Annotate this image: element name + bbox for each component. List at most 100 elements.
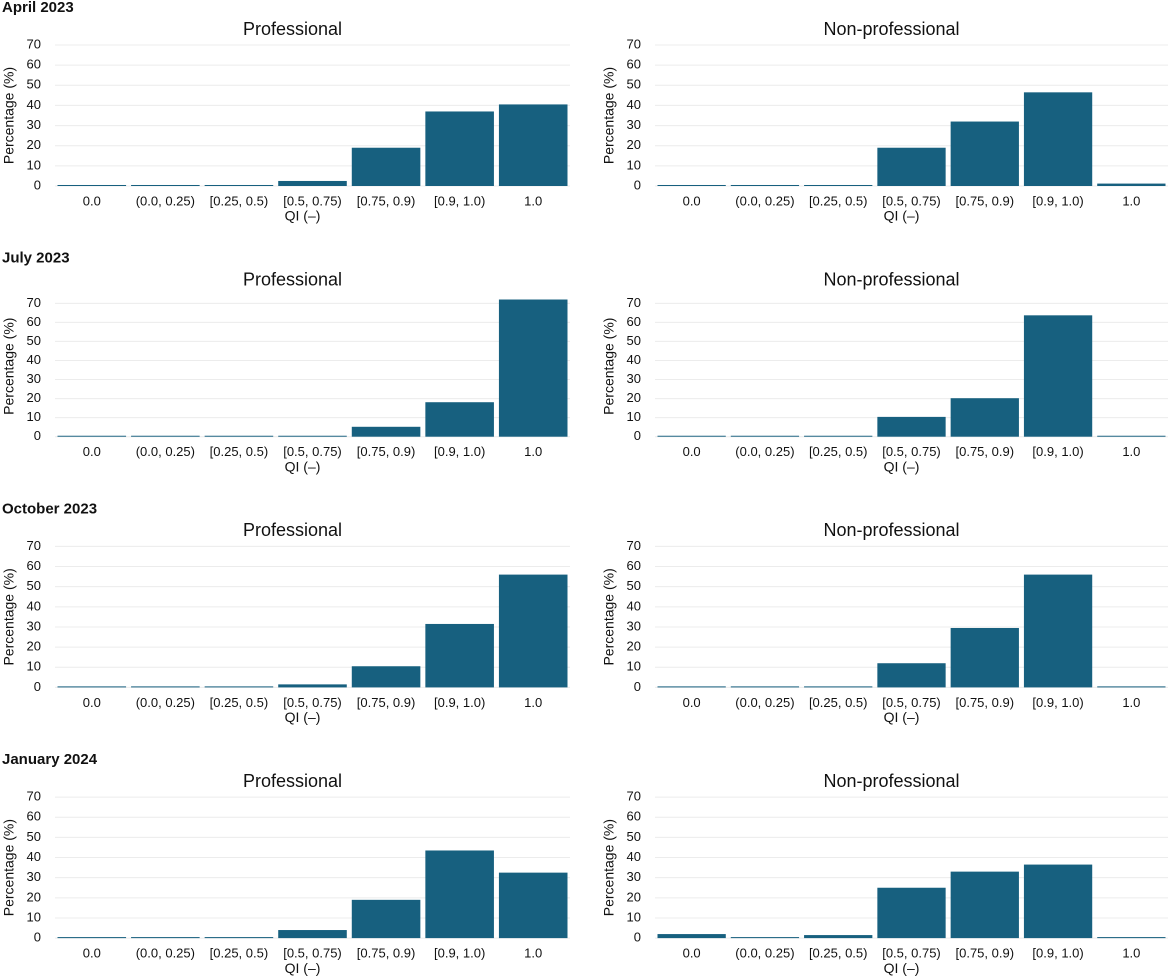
bar [1097,183,1166,186]
bar [278,930,347,939]
x-axis-label: QI (–) [285,960,321,976]
x-tick-label: 1.0 [1122,193,1140,208]
y-tick-label: 0 [634,177,641,192]
x-tick-label: (0.0, 0.25) [136,695,195,710]
chart-title: Non-professional [823,269,959,289]
x-tick-label: [0.75, 0.9) [956,695,1015,710]
bar [57,435,127,437]
bar [498,872,568,939]
x-tick-label: [0.25, 0.5) [210,193,269,208]
x-tick-label: [0.5, 0.75) [283,444,342,459]
bar [425,623,494,688]
bar [57,184,127,186]
y-tick-label: 60 [627,314,641,329]
x-tick-label: (0.0, 0.25) [136,946,195,961]
y-tick-label: 60 [27,809,41,824]
y-tick-label: 70 [27,295,41,310]
y-tick-label: 10 [627,157,641,172]
bar [498,574,568,688]
x-axis-label: QI (–) [285,709,321,725]
x-tick-label: 0.0 [83,946,101,961]
bar [204,435,274,437]
x-tick-label: [0.25, 0.5) [809,946,868,961]
chart-title: Professional [243,19,342,39]
bar [877,147,946,186]
bar [351,666,421,688]
y-axis-label: Percentage (%) [1,819,17,916]
row-title: October 2023 [2,500,97,517]
x-tick-label: [0.9, 1.0) [1032,695,1083,710]
y-tick-label: 60 [27,558,41,573]
x-tick-label: [0.9, 1.0) [1032,946,1083,961]
bar [804,935,873,939]
x-tick-label: 1.0 [1122,695,1140,710]
bar [804,184,873,186]
bar [425,402,494,437]
x-tick-label: [0.5, 0.75) [882,946,941,961]
x-tick-label: 1.0 [524,695,542,710]
y-tick-label: 40 [27,849,41,864]
y-axis-label: Percentage (%) [1,318,17,415]
chart-title: Non-professional [823,771,959,791]
chart-title: Professional [243,269,342,289]
x-tick-label: (0.0, 0.25) [136,444,195,459]
y-tick-label: 50 [27,77,41,92]
bar [204,184,274,186]
bar [1023,315,1093,437]
x-tick-label: [0.5, 0.75) [283,695,342,710]
bar [657,184,726,186]
y-tick-label: 10 [27,659,41,674]
x-tick-label: [0.9, 1.0) [1032,444,1083,459]
bar [877,663,946,688]
y-tick-label: 20 [27,390,41,405]
x-tick-label: 1.0 [524,193,542,208]
x-tick-label: 1.0 [524,444,542,459]
bar [351,899,421,939]
x-tick-label: [0.75, 0.9) [357,193,416,208]
y-tick-label: 0 [634,679,641,694]
bar [131,937,200,939]
y-tick-label: 50 [627,333,641,348]
y-tick-label: 40 [27,598,41,613]
bar [877,887,946,939]
bar [425,850,494,939]
bar [730,435,800,437]
x-tick-label: [0.9, 1.0) [434,444,485,459]
y-tick-label: 40 [627,598,641,613]
x-tick-label: [0.25, 0.5) [210,695,269,710]
y-tick-label: 30 [27,869,41,884]
x-tick-label: (0.0, 0.25) [735,444,794,459]
x-tick-label: 0.0 [683,946,701,961]
x-tick-label: [0.75, 0.9) [956,444,1015,459]
x-tick-label: [0.25, 0.5) [210,946,269,961]
bar [1097,937,1166,939]
y-tick-label: 0 [634,930,641,945]
bar [730,184,800,186]
x-tick-label: [0.75, 0.9) [357,695,416,710]
bar [657,435,726,437]
x-tick-label: (0.0, 0.25) [136,193,195,208]
y-tick-label: 20 [627,889,641,904]
y-tick-label: 50 [27,578,41,593]
y-axis-label: Percentage (%) [601,819,617,916]
bar [351,147,421,186]
y-tick-label: 40 [627,352,641,367]
x-axis-label: QI (–) [285,208,321,224]
bar [131,435,200,437]
bar [204,937,274,939]
x-tick-label: (0.0, 0.25) [735,946,794,961]
x-tick-label: 0.0 [683,193,701,208]
y-tick-label: 40 [27,97,41,112]
bar [1097,435,1166,437]
y-tick-label: 10 [627,909,641,924]
y-axis-label: Percentage (%) [601,318,617,415]
y-tick-label: 0 [34,679,41,694]
bar [950,871,1019,939]
x-axis-label: QI (–) [884,458,920,474]
y-tick-label: 10 [27,909,41,924]
x-axis-label: QI (–) [884,208,920,224]
x-tick-label: [0.5, 0.75) [283,946,342,961]
y-tick-label: 0 [634,428,641,443]
x-tick-label: [0.25, 0.5) [809,193,868,208]
y-tick-label: 30 [627,618,641,633]
